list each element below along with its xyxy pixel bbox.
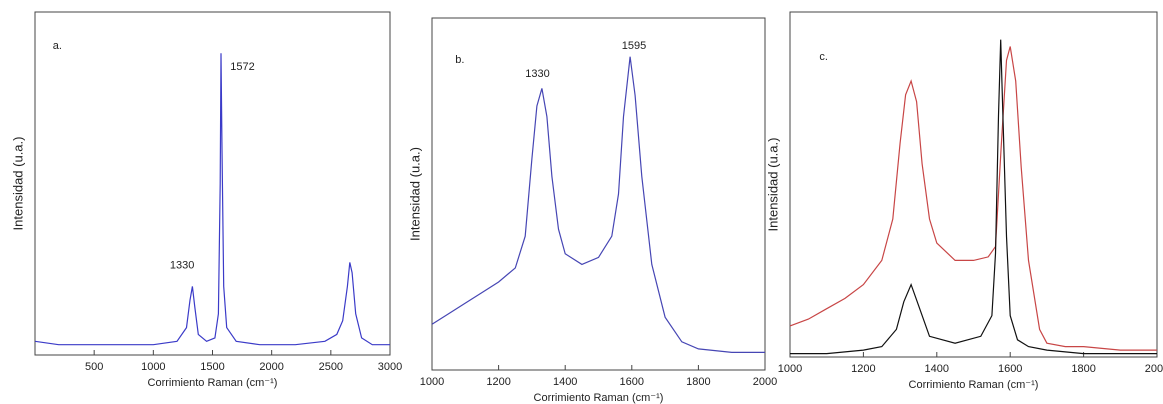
x-tick-label: 1200	[851, 363, 875, 375]
x-tick-label: 1600	[998, 363, 1022, 375]
plot-frame	[431, 17, 766, 371]
annotation: a.	[53, 40, 62, 52]
x-tick-label: 500	[85, 361, 103, 373]
annotation: b.	[455, 54, 464, 66]
annotation: 1330	[170, 260, 194, 272]
x-tick-label: 1800	[686, 376, 710, 388]
y-axis-label: Intensidad (u.a.)	[765, 138, 780, 232]
x-tick-label: 1600	[620, 376, 644, 388]
x-tick-label: 1200	[486, 376, 510, 388]
spectrum-line	[790, 39, 1157, 355]
spectrum-line	[789, 46, 1157, 351]
annotation: 1595	[622, 40, 646, 52]
x-tick-label: 1000	[420, 376, 444, 388]
x-tick-label: 1400	[925, 363, 949, 375]
x-tick-label: 1000	[141, 361, 165, 373]
annotation: c.	[819, 51, 828, 63]
x-tick-label: 1800	[1071, 363, 1095, 375]
x-tick-label: 2000	[1145, 363, 1163, 375]
x-tick-label: 3000	[378, 361, 402, 373]
x-tick-label: 1400	[553, 376, 577, 388]
x-tick-label: 2500	[319, 361, 343, 373]
spectrum-line	[431, 56, 765, 353]
x-tick-label: 2000	[259, 361, 283, 373]
spectrum-line	[34, 53, 390, 346]
annotation: 1572	[230, 61, 254, 73]
x-axis-label: Corrimiento Raman (cm⁻¹)	[909, 379, 1039, 391]
x-tick-label: 2000	[753, 376, 777, 388]
y-axis-label: Intensidad (u.a.)	[407, 147, 422, 241]
plot-frame	[789, 11, 1158, 358]
annotation: 1330	[525, 68, 549, 80]
x-tick-label: 1000	[778, 363, 802, 375]
x-axis-label: Corrimiento Raman (cm⁻¹)	[148, 377, 278, 389]
y-axis-label: Intensidad (u.a.)	[10, 137, 25, 231]
plot-frame	[34, 11, 391, 356]
x-axis-label: Corrimiento Raman (cm⁻¹)	[534, 392, 664, 404]
x-tick-label: 1500	[200, 361, 224, 373]
